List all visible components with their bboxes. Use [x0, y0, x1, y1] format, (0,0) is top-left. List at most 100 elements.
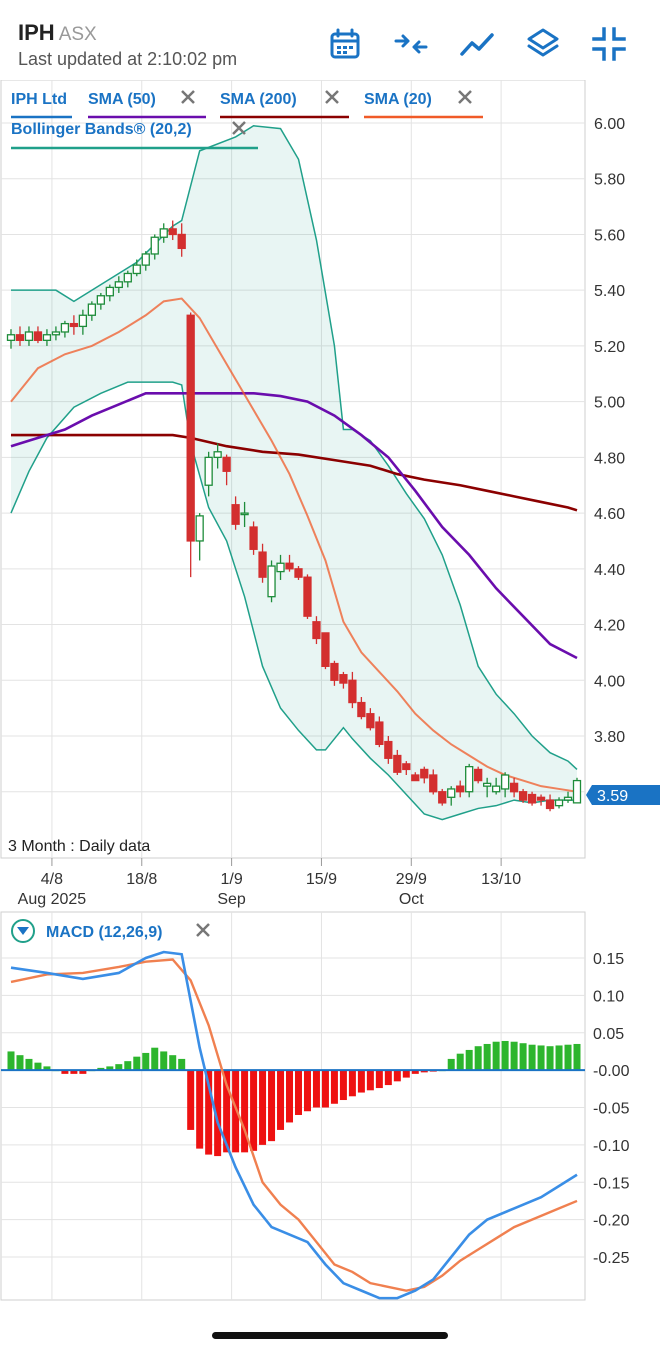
candle[interactable]: [258, 543, 267, 583]
macd-collapse-button[interactable]: [11, 919, 35, 943]
candle[interactable]: [24, 326, 34, 346]
candle[interactable]: [213, 443, 222, 469]
compare-button[interactable]: [389, 22, 433, 66]
price-panel[interactable]: [0, 80, 586, 859]
candle[interactable]: [159, 223, 168, 243]
candle[interactable]: [393, 749, 402, 776]
candle[interactable]: [321, 632, 330, 670]
candle[interactable]: [330, 660, 339, 686]
candle[interactable]: [384, 736, 393, 764]
candle[interactable]: [33, 326, 43, 344]
close-sma200-button[interactable]: [325, 90, 339, 104]
calendar-button[interactable]: [323, 22, 367, 66]
chart-canvas[interactable]: 6.00 5.80 5.60 5.40 5.20 5.00 4.80 4.60 4.40 4.20…: [0, 80, 660, 1310]
candle[interactable]: [545, 794, 555, 812]
candle[interactable]: [141, 251, 150, 271]
close-icon: [458, 90, 472, 104]
candle[interactable]: [420, 766, 429, 784]
candle[interactable]: [563, 791, 573, 803]
legend-sma20[interactable]: SMA (20): [364, 91, 483, 119]
last-updated-label: Last updated at 2:10:02 pm: [18, 49, 238, 69]
candle[interactable]: [168, 220, 177, 241]
candle[interactable]: [429, 769, 438, 795]
histogram-bar: [25, 1058, 33, 1071]
candle[interactable]: [51, 326, 61, 341]
macd-legend: MACD (12,26,9): [11, 919, 210, 943]
candle[interactable]: [267, 560, 276, 603]
candle[interactable]: [456, 780, 465, 798]
candle[interactable]: [177, 223, 186, 257]
candle[interactable]: [312, 616, 321, 645]
layers-button[interactable]: [521, 22, 565, 66]
candle[interactable]: [518, 788, 528, 803]
histogram-bar: [573, 1043, 581, 1071]
candle[interactable]: [6, 329, 16, 349]
y-tick-label: 5.40: [594, 283, 625, 300]
candle[interactable]: [572, 777, 582, 804]
legend-bollinger[interactable]: Bollinger Bands® (20,2): [11, 121, 258, 150]
candle[interactable]: [339, 671, 348, 689]
candle[interactable]: [78, 309, 88, 335]
candle[interactable]: [402, 761, 411, 776]
legend-iph[interactable]: IPH Ltd: [11, 91, 72, 119]
candle[interactable]: [60, 320, 70, 338]
signal-line: [10, 958, 578, 1292]
candle[interactable]: [500, 772, 510, 798]
histogram-bar: [151, 1047, 159, 1071]
candle[interactable]: [204, 451, 213, 497]
legend-label: SMA (20): [364, 91, 432, 108]
candle[interactable]: [186, 312, 195, 578]
candle[interactable]: [366, 708, 375, 731]
close-bollinger-button[interactable]: [232, 121, 246, 135]
candle[interactable]: [375, 716, 384, 748]
histogram-bar: [555, 1045, 563, 1071]
candle[interactable]: [554, 797, 564, 809]
candle[interactable]: [276, 554, 285, 580]
histogram-bar: [259, 1070, 267, 1145]
line-chart-icon: [460, 33, 494, 56]
candle[interactable]: [222, 454, 231, 486]
candle[interactable]: [303, 574, 312, 619]
close-icon: [232, 121, 246, 135]
candle[interactable]: [447, 786, 456, 806]
fullscreen-button[interactable]: [587, 22, 631, 66]
candle[interactable]: [15, 326, 25, 346]
home-indicator[interactable]: [212, 1332, 448, 1339]
candle[interactable]: [96, 292, 105, 310]
price-y-axis: 6.00 5.80 5.60 5.40 5.20 5.00 4.80 4.60 4.40 4.20…: [594, 116, 625, 746]
candle[interactable]: [465, 763, 474, 798]
candle[interactable]: [474, 766, 483, 784]
candle[interactable]: [438, 788, 447, 806]
candle[interactable]: [240, 501, 249, 528]
chart-type-button[interactable]: [455, 22, 499, 66]
candle[interactable]: [105, 284, 114, 302]
candle[interactable]: [114, 276, 123, 293]
close-sma20-button[interactable]: [458, 90, 472, 104]
candle[interactable]: [294, 566, 303, 580]
candle[interactable]: [69, 315, 79, 335]
candle[interactable]: [87, 301, 97, 321]
candle[interactable]: [491, 777, 501, 795]
candle[interactable]: [150, 234, 159, 260]
candle[interactable]: [348, 671, 357, 709]
legend-sma50[interactable]: SMA (50): [88, 91, 206, 119]
candle[interactable]: [285, 554, 294, 572]
candle[interactable]: [132, 259, 141, 277]
candle[interactable]: [42, 329, 52, 346]
candle[interactable]: [536, 794, 546, 806]
candle[interactable]: [357, 696, 366, 720]
candle[interactable]: [231, 496, 240, 530]
legend-sma200[interactable]: SMA (200): [220, 91, 349, 119]
close-macd-button[interactable]: [196, 923, 210, 937]
candle[interactable]: [249, 521, 258, 555]
candle[interactable]: [527, 791, 537, 806]
candle[interactable]: [483, 777, 492, 798]
y-tick-label: 5.80: [594, 172, 625, 189]
histogram-bar: [268, 1070, 276, 1142]
candle[interactable]: [411, 772, 420, 782]
candle[interactable]: [509, 777, 519, 798]
compare-icon: [394, 34, 428, 54]
candle[interactable]: [195, 513, 204, 561]
candle[interactable]: [123, 270, 132, 288]
close-sma50-button[interactable]: [181, 90, 195, 104]
